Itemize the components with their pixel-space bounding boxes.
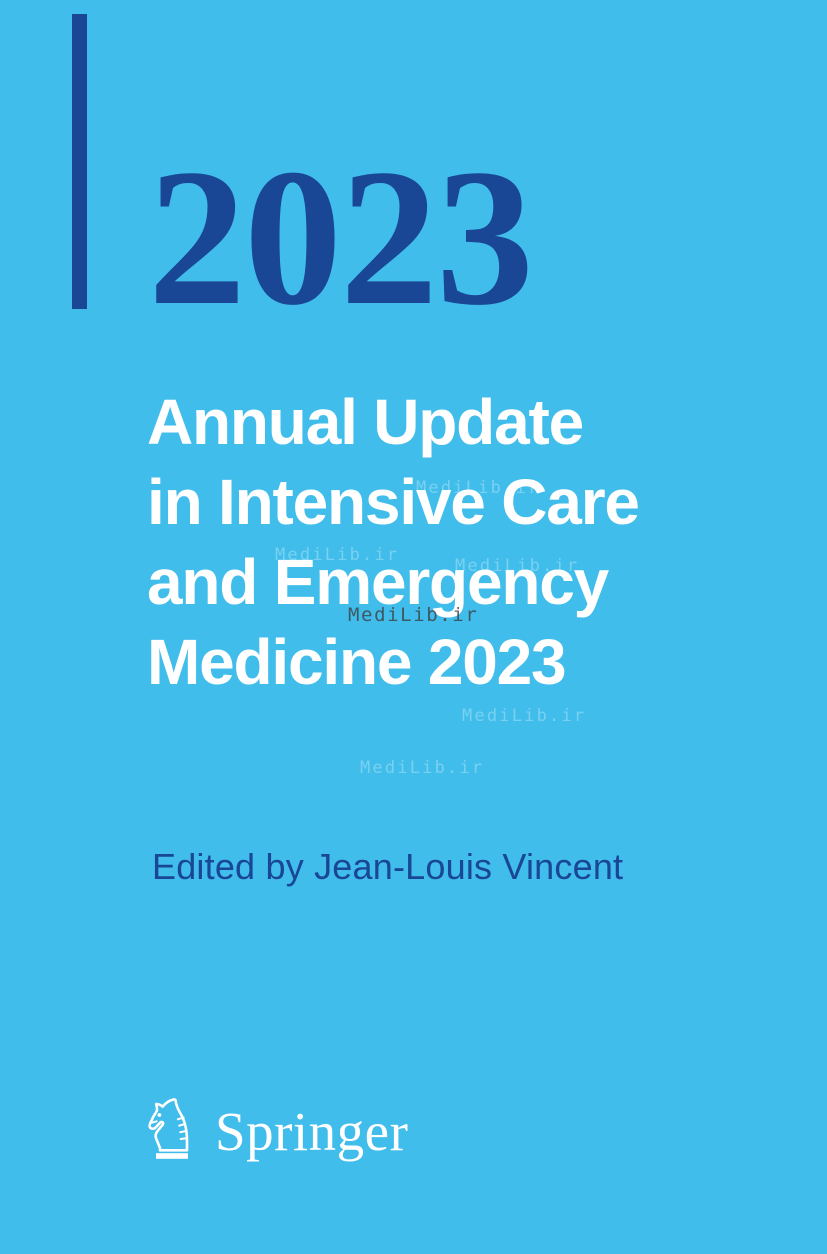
- year-accent-rule: [72, 14, 87, 309]
- title-line-3: and Emergency: [147, 546, 609, 618]
- watermark: MediLib.ir: [360, 758, 485, 778]
- editor-credit: Edited by Jean-Louis Vincent: [152, 846, 624, 887]
- title-line-1: Annual Update: [147, 386, 584, 458]
- watermark: MediLib.ir: [462, 706, 587, 726]
- publisher-logo: Springer: [143, 1093, 408, 1165]
- title-line-2: in Intensive Care: [147, 466, 640, 538]
- cover-year: 2023: [148, 129, 534, 346]
- springer-knight-icon: [143, 1093, 201, 1165]
- book-title: Annual Update in Intensive Care and Emer…: [147, 382, 767, 702]
- publisher-name: Springer: [215, 1101, 409, 1162]
- title-line-4: Medicine 2023: [147, 626, 567, 698]
